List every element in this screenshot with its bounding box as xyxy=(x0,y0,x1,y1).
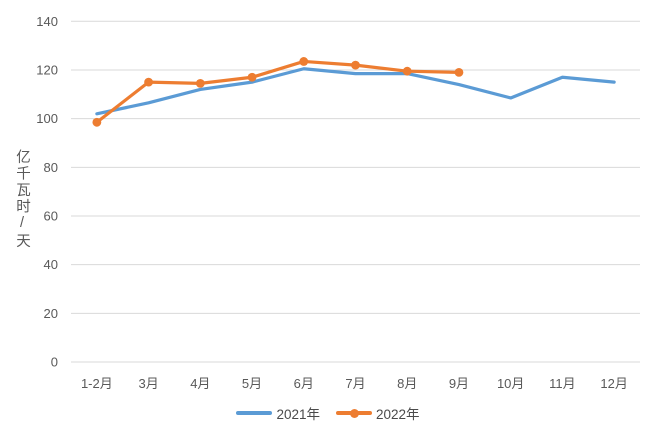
data-point-marker-2022年 xyxy=(402,66,412,76)
x-axis-tick-label: 10月 xyxy=(497,376,524,391)
x-axis-tick-label: 7月 xyxy=(345,376,365,391)
data-point-marker-2022年 xyxy=(195,78,205,88)
data-point-marker-2022年 xyxy=(247,72,257,82)
data-point-marker-2022年 xyxy=(144,77,153,87)
x-axis-tick-label: 3月 xyxy=(138,376,158,391)
x-axis-tick-label: 4月 xyxy=(190,376,210,391)
x-axis-tick-label: 11月 xyxy=(549,376,576,391)
legend-label: 2022年 xyxy=(376,407,420,422)
series-line-2022年 xyxy=(95,59,461,124)
data-point-marker-2022年 xyxy=(454,68,464,77)
y-axis-tick-label: 40 xyxy=(44,257,58,272)
y-axis-tick-label: 140 xyxy=(36,14,58,29)
y-axis-tick-label: 100 xyxy=(36,111,58,126)
data-point-marker-2022年 xyxy=(299,57,309,66)
series-line-2021年 xyxy=(95,67,616,116)
y-axis-tick-label: 0 xyxy=(51,355,58,370)
y-axis-title: 亿千瓦时/天 xyxy=(14,149,30,250)
y-axis-tick-label: 120 xyxy=(36,62,58,77)
y-axis-tick-label: 60 xyxy=(44,208,58,223)
legend: 2021年 2022年 xyxy=(0,403,656,423)
x-axis-tick-label: 9月 xyxy=(449,376,469,391)
y-axis-tick-label: 80 xyxy=(44,160,58,175)
legend-label: 2021年 xyxy=(276,407,320,422)
x-axis-tick-label: 12月 xyxy=(600,376,627,391)
x-axis-tick-label: 5月 xyxy=(242,376,262,391)
legend-item-2021年: 2021年 xyxy=(236,403,320,423)
data-point-marker-2022年 xyxy=(92,117,102,127)
x-axis-tick-label: 6月 xyxy=(294,376,314,391)
data-point-marker-2022年 xyxy=(351,60,360,70)
x-axis-tick-label: 8月 xyxy=(397,376,417,391)
legend-line-swatch xyxy=(336,408,372,418)
legend-line-swatch xyxy=(236,408,273,418)
legend-item-2022年: 2022年 xyxy=(336,403,420,423)
y-axis-tick-label: 20 xyxy=(44,306,58,321)
x-axis-tick-label: 1-2月 xyxy=(81,376,113,391)
